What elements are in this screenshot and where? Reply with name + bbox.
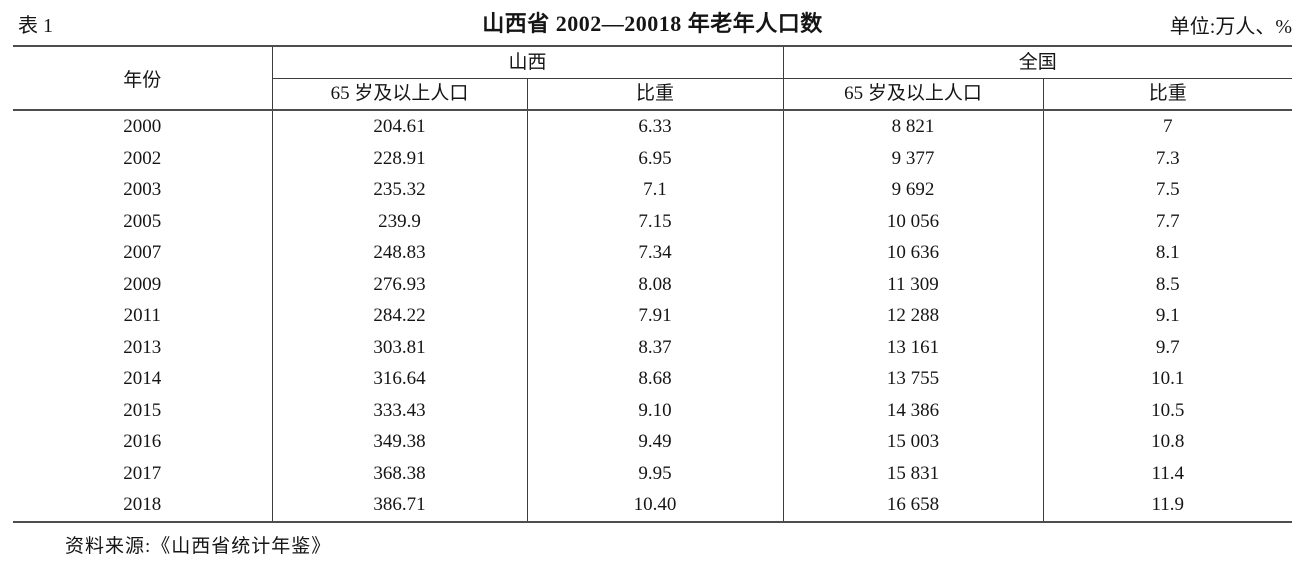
- value-cell: 13 755: [782, 363, 1044, 395]
- value-cell: 368.38: [271, 457, 527, 489]
- table-row: 2011 284.22 7.91 12 288 9.1: [13, 300, 1293, 332]
- unit-note: 单位:万人、%: [1169, 16, 1292, 38]
- year-cell: 2002: [123, 147, 162, 169]
- table-row: 2003 235.32 7.1 9 692 7.5: [13, 174, 1293, 206]
- value-cell: 349.38: [271, 426, 527, 458]
- column-group-national: 全国: [782, 46, 1293, 79]
- value-cell: 8.37: [526, 331, 784, 363]
- table-row: 2013 303.81 8.37 13 161 9.7: [13, 331, 1293, 363]
- value-cell: 9 692: [782, 174, 1044, 206]
- table-row: 2009 276.93 8.08 11 309 8.5: [13, 268, 1293, 300]
- table-label: 表 1: [18, 15, 53, 37]
- value-cell: 333.43: [271, 394, 527, 426]
- value-cell: 303.81: [271, 331, 527, 363]
- value-cell: 16 658: [782, 489, 1044, 522]
- column-header-shanxi-proportion: 比重: [526, 78, 784, 111]
- table-row: 2017 368.38 9.95 15 831 11.4: [13, 457, 1293, 489]
- value-cell: 14 386: [782, 394, 1044, 426]
- value-cell: 9 377: [782, 142, 1044, 174]
- value-cell: 10.5: [1042, 394, 1293, 426]
- value-cell: 6.33: [526, 110, 784, 143]
- value-cell: 7.15: [526, 205, 784, 237]
- value-cell: 239.9: [271, 205, 527, 237]
- year-cell: 2013: [123, 336, 162, 358]
- page-title: 山西省 2002—20018 年老年人口数: [482, 11, 823, 36]
- table-body: 2000 204.61 6.33 8 821 7 2002 228.91 6.95 9 377 7…: [13, 110, 1293, 522]
- table-row: 2007 248.83 7.34 10 636 8.1: [13, 237, 1293, 269]
- year-cell: 2005: [123, 210, 162, 232]
- year-cell: 2014: [123, 368, 162, 389]
- column-header-shanxi-pop65: 65 岁及以上人口: [271, 78, 527, 111]
- value-cell: 11 309: [782, 268, 1044, 300]
- table-row: 2000 204.61 6.33 8 821 7: [13, 110, 1293, 143]
- table-row: 2018 386.71 10.40 16 658 11.9: [13, 489, 1293, 522]
- column-header-year: 年份: [13, 46, 272, 111]
- header-sub-row: 65 岁及以上人口 比重 65 岁及以上人口 比重: [13, 78, 1293, 111]
- table-row: 2014 316.64 8.68 13 755 10.1: [13, 363, 1293, 395]
- table-header: 年份 山西 全国 65 岁及以上人口 比重 65 岁及以上人口 比重: [13, 46, 1293, 111]
- value-cell: 9.49: [526, 426, 784, 458]
- value-cell: 11.4: [1042, 457, 1293, 489]
- value-cell: 8.08: [526, 268, 784, 300]
- value-cell: 204.61: [271, 110, 527, 143]
- value-cell: 8.1: [1042, 237, 1293, 269]
- value-cell: 7.7: [1042, 205, 1293, 237]
- year-cell: 2003: [123, 179, 162, 200]
- year-cell: 2015: [123, 399, 162, 421]
- value-cell: 228.91: [271, 142, 527, 174]
- caption-bar: 表 1 山西省 2002—20018 年老年人口数 单位:万人、%: [13, 5, 1292, 43]
- value-cell: 7.3: [1042, 142, 1293, 174]
- value-cell: 7.1: [526, 174, 784, 206]
- table-row: 2005 239.9 7.15 10 056 7.7: [13, 205, 1293, 237]
- value-cell: 7.91: [526, 300, 784, 332]
- value-cell: 11.9: [1042, 489, 1293, 522]
- year-cell: 2017: [123, 462, 162, 484]
- source-note: 资料来源:《山西省统计年鉴》: [65, 536, 332, 557]
- value-cell: 10.40: [526, 489, 784, 522]
- population-table: 年份 山西 全国 65 岁及以上人口 比重 65 岁及以上人口 比重 2000 2…: [13, 45, 1293, 523]
- year-cell: 2000: [123, 116, 162, 137]
- column-header-national-proportion: 比重: [1042, 78, 1293, 111]
- table-row: 2015 333.43 9.10 14 386 10.5: [13, 394, 1293, 426]
- value-cell: 7.5: [1042, 174, 1293, 206]
- value-cell: 235.32: [271, 174, 527, 206]
- value-cell: 386.71: [271, 489, 527, 522]
- table-row: 2002 228.91 6.95 9 377 7.3: [13, 142, 1293, 174]
- value-cell: 10.1: [1042, 363, 1293, 395]
- value-cell: 9.7: [1042, 331, 1293, 363]
- year-cell: 2016: [123, 431, 162, 452]
- year-cell: 2011: [123, 305, 161, 326]
- value-cell: 316.64: [271, 363, 527, 395]
- value-cell: 10 636: [782, 237, 1044, 269]
- value-cell: 8.5: [1042, 268, 1293, 300]
- value-cell: 10.8: [1042, 426, 1293, 458]
- value-cell: 10 056: [782, 205, 1044, 237]
- header-group-row: 年份 山西 全国: [13, 46, 1293, 111]
- value-cell: 6.95: [526, 142, 784, 174]
- value-cell: 9.1: [1042, 300, 1293, 332]
- value-cell: 284.22: [271, 300, 527, 332]
- column-header-national-pop65: 65 岁及以上人口: [782, 78, 1044, 111]
- year-cell: 2007: [123, 242, 162, 263]
- value-cell: 9.95: [526, 457, 784, 489]
- value-cell: 7.34: [526, 237, 784, 269]
- value-cell: 12 288: [782, 300, 1044, 332]
- column-group-shanxi: 山西: [271, 46, 784, 79]
- value-cell: 13 161: [782, 331, 1044, 363]
- value-cell: 7: [1042, 110, 1293, 143]
- value-cell: 8.68: [526, 363, 784, 395]
- year-cell: 2009: [123, 273, 162, 295]
- value-cell: 15 831: [782, 457, 1044, 489]
- value-cell: 248.83: [271, 237, 527, 269]
- value-cell: 15 003: [782, 426, 1044, 458]
- value-cell: 9.10: [526, 394, 784, 426]
- year-cell: 2018: [123, 494, 162, 515]
- value-cell: 8 821: [782, 110, 1044, 143]
- table-row: 2016 349.38 9.49 15 003 10.8: [13, 426, 1293, 458]
- value-cell: 276.93: [271, 268, 527, 300]
